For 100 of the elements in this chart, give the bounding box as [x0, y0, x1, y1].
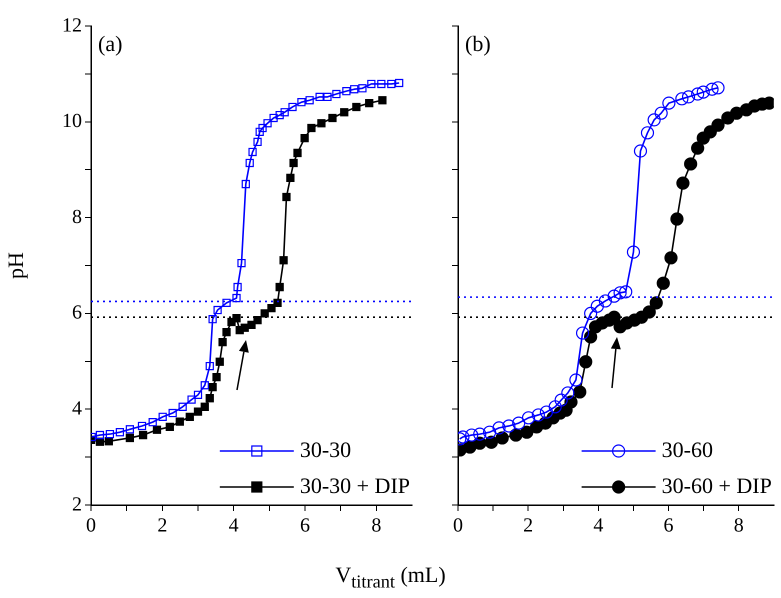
point — [232, 294, 241, 302]
point — [253, 138, 262, 146]
point — [656, 276, 670, 290]
point — [598, 294, 612, 308]
x-tick-label: 0 — [86, 514, 96, 536]
point — [256, 128, 264, 136]
point — [200, 381, 209, 390]
point — [222, 328, 231, 336]
point — [711, 118, 725, 132]
point — [561, 386, 574, 400]
point — [158, 412, 167, 421]
point — [315, 92, 324, 102]
point — [502, 419, 516, 433]
legend-label: 30-60 + DIP — [662, 472, 772, 498]
point — [293, 148, 302, 158]
point — [96, 430, 104, 440]
point — [584, 306, 598, 320]
point — [458, 430, 470, 444]
point — [640, 126, 654, 140]
point — [300, 134, 309, 142]
y-tick-label: 12 — [62, 14, 82, 36]
point — [590, 300, 604, 313]
point — [237, 258, 246, 268]
point — [216, 358, 224, 366]
point — [208, 315, 217, 324]
point — [465, 428, 478, 442]
point — [280, 108, 289, 116]
point — [608, 290, 621, 303]
x-tick-label: 6 — [300, 514, 310, 536]
point — [332, 90, 341, 98]
point — [670, 212, 684, 226]
point — [387, 80, 396, 88]
point — [654, 106, 668, 120]
point — [684, 157, 698, 171]
point — [540, 405, 554, 419]
point — [194, 390, 202, 399]
point — [554, 394, 568, 407]
point — [473, 428, 486, 441]
point — [662, 96, 676, 110]
chart-title: (a) — [98, 30, 122, 56]
point — [520, 426, 534, 439]
point — [367, 80, 376, 88]
point — [576, 326, 590, 340]
point — [573, 385, 586, 399]
point — [187, 395, 196, 404]
point — [126, 434, 134, 442]
point — [206, 394, 214, 402]
point — [267, 304, 276, 312]
x-tick-label: 8 — [734, 514, 744, 536]
point — [676, 176, 690, 190]
point — [664, 251, 678, 264]
y-tick-label: 4 — [72, 397, 82, 420]
point — [242, 180, 250, 188]
point — [548, 400, 562, 414]
point — [200, 402, 209, 411]
point — [297, 98, 306, 106]
point — [138, 422, 146, 430]
point — [289, 158, 298, 168]
point — [232, 314, 241, 322]
point — [186, 412, 194, 421]
point — [691, 87, 704, 101]
point — [328, 114, 337, 122]
point — [258, 124, 267, 132]
point — [682, 90, 696, 104]
point — [648, 113, 661, 126]
point — [696, 86, 710, 99]
point — [377, 80, 386, 88]
point — [246, 158, 254, 168]
point — [579, 355, 592, 368]
x-tick-label: 4 — [228, 514, 239, 536]
point — [532, 408, 545, 422]
point — [233, 282, 242, 292]
point — [106, 430, 114, 438]
point — [317, 119, 326, 128]
x-tick-label: 4 — [593, 514, 604, 536]
point — [626, 245, 640, 259]
point — [260, 309, 269, 318]
point — [650, 296, 663, 310]
point — [208, 383, 217, 392]
point — [642, 305, 656, 319]
point — [569, 373, 582, 387]
point — [492, 421, 506, 434]
point — [378, 96, 387, 104]
y-tick-label: 6 — [72, 302, 82, 324]
x-tick-label: 2 — [523, 514, 534, 536]
x-tick-label: 8 — [371, 514, 382, 536]
point — [522, 411, 536, 424]
point — [705, 82, 719, 96]
point — [152, 426, 162, 434]
point — [675, 92, 688, 106]
point — [104, 437, 113, 446]
point — [634, 144, 648, 158]
point — [288, 102, 297, 112]
point — [273, 298, 282, 307]
point — [276, 110, 284, 120]
point — [269, 114, 278, 122]
point — [178, 402, 187, 411]
point — [116, 428, 124, 436]
legend-label: 30-30 + DIP — [300, 472, 410, 498]
point — [306, 96, 314, 104]
